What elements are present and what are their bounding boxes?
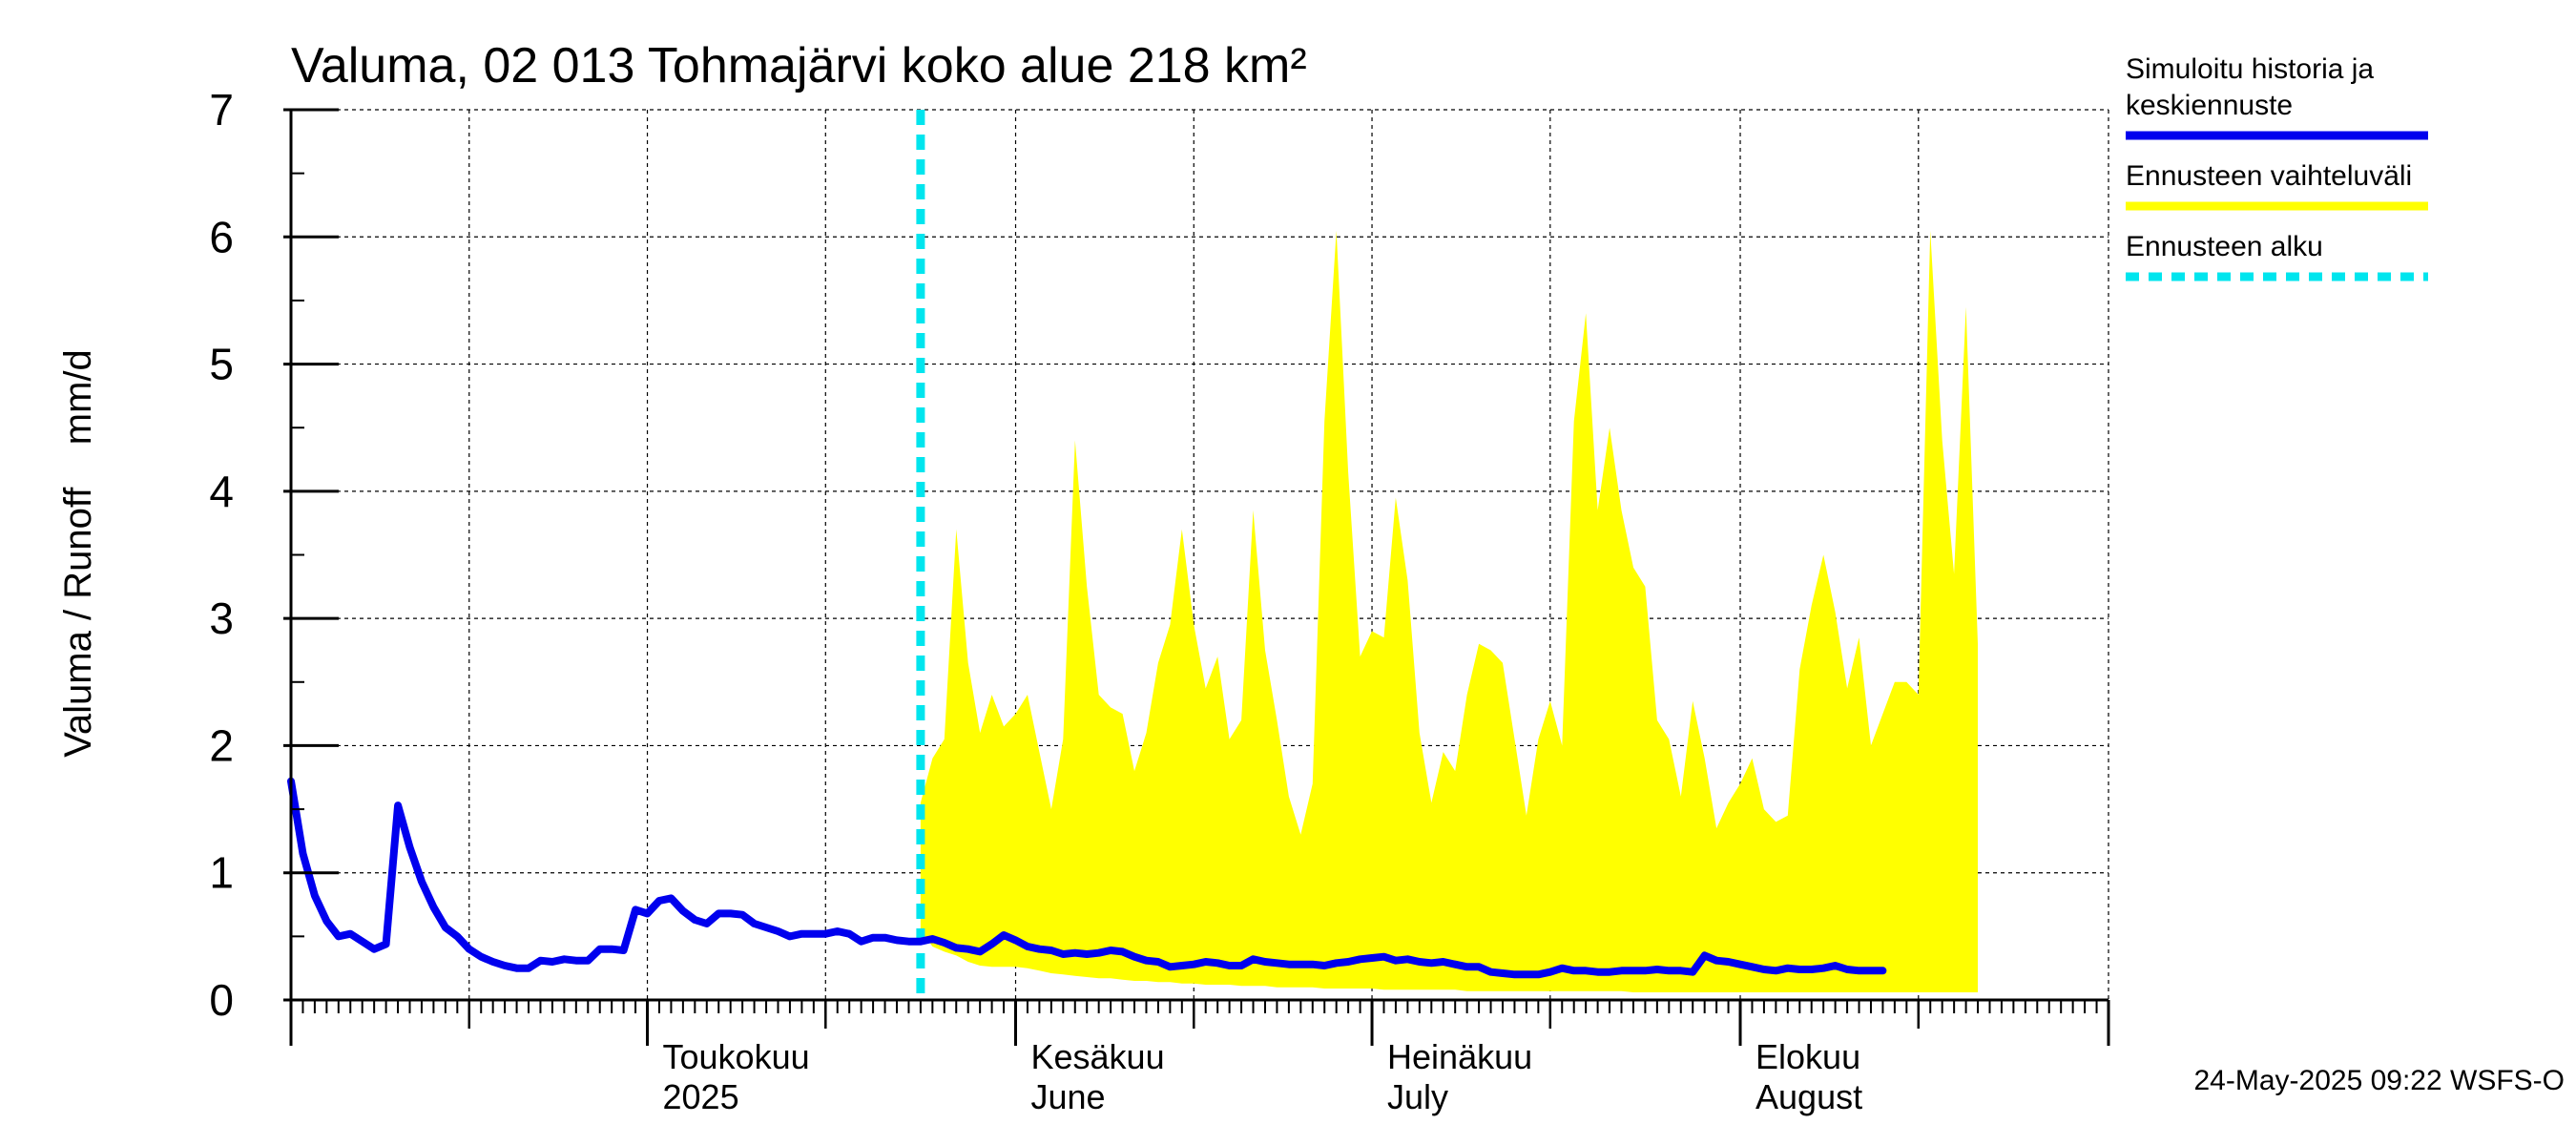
x-year-label: August [1755, 1077, 1862, 1116]
legend-label: Simuloitu historia ja [2126, 53, 2374, 85]
chart-title: Valuma, 02 013 Tohmajärvi koko alue 218 … [291, 38, 1307, 94]
y-tick-label: 3 [209, 593, 234, 643]
y-tick-label: 7 [209, 85, 234, 135]
y-tick-label: 5 [209, 340, 234, 389]
y-tick-label: 2 [209, 720, 234, 770]
y-tick-label: 6 [209, 212, 234, 261]
legend-label-line2: keskiennuste [2126, 90, 2293, 121]
x-month-label: Kesäkuu [1031, 1037, 1165, 1076]
simulated-median-line [287, 777, 1887, 979]
y-tick-labels: 0 1 2 3 4 5 6 7 [209, 85, 234, 1025]
x-year-label: 2025 [663, 1077, 739, 1116]
footer-timestamp: 24-May-2025 09:22 WSFS-O [2194, 1065, 2566, 1096]
forecast-band [920, 230, 1978, 993]
y-tick-label: 4 [209, 467, 234, 516]
forecast-range-area [920, 230, 1978, 993]
x-month-label: Elokuu [1755, 1037, 1860, 1076]
legend-label: Ennusteen vaihteluväli [2126, 160, 2412, 192]
y-tick-label: 1 [209, 848, 234, 898]
legend: Simuloitu historia ja keskiennuste Ennuste… [2126, 53, 2428, 281]
x-month-label: Heinäkuu [1387, 1037, 1532, 1076]
simulated-series [287, 777, 1887, 979]
x-month-label: Toukokuu [663, 1037, 810, 1076]
y-axis-title: Valuma / Runoff mm/d [57, 349, 99, 758]
x-year-label: June [1031, 1077, 1106, 1116]
legend-label: Ennusteen alku [2126, 231, 2323, 262]
axes [283, 108, 2110, 1046]
x-year-label: July [1387, 1077, 1448, 1116]
y-tick-label: 0 [209, 975, 234, 1025]
